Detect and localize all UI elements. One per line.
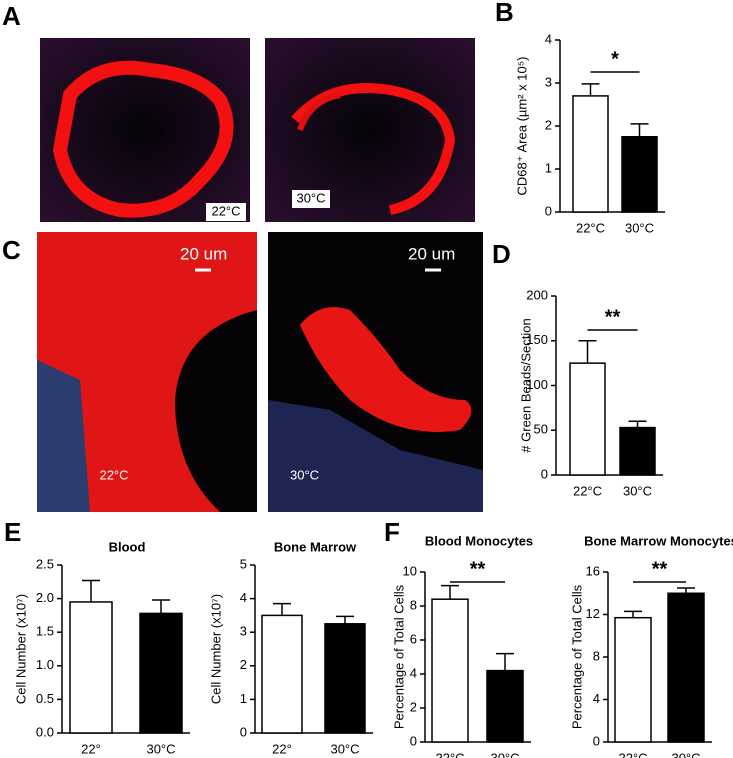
y-tick-label: 200: [526, 287, 548, 302]
x-tick-label: 22°C: [576, 220, 605, 235]
y-tick-label: 8: [410, 597, 417, 612]
y-tick-label: 0: [410, 733, 417, 748]
y-tick-label: 50: [534, 422, 548, 437]
bar: [572, 95, 609, 213]
image-label: 30°C: [290, 467, 319, 482]
y-tick-label: 0: [545, 203, 552, 218]
bar: [261, 614, 303, 734]
y-axis-label: Percentage of Total Cells: [391, 584, 406, 729]
micrograph: 30°C: [265, 38, 475, 222]
y-tick-label: 4: [593, 691, 600, 706]
x-tick-label: 30°C: [330, 741, 359, 756]
y-axis-label: Cell Number (x10⁷): [13, 594, 28, 704]
y-tick-label: 4: [240, 590, 247, 605]
y-tick-label: 3: [240, 624, 247, 639]
y-tick-label: 4: [410, 665, 417, 680]
y-axis-label: Cell Number (x10⁷): [208, 594, 223, 704]
y-tick-label: 2: [410, 699, 417, 714]
significance: *: [611, 48, 619, 70]
y-tick-label: 16: [586, 563, 600, 578]
bar: [619, 426, 656, 476]
y-tick-label: 2: [240, 657, 247, 672]
significance: **: [470, 558, 486, 580]
y-tick-label: 0.0: [36, 724, 54, 739]
chart-title: Blood: [109, 539, 146, 554]
x-tick-label: 22°C: [435, 750, 464, 758]
x-tick-label: 22°: [272, 741, 292, 756]
x-tick-label: 30°C: [671, 750, 700, 758]
x-tick-label: 30°C: [623, 483, 652, 498]
bar: [324, 623, 366, 734]
chart-title: Bone Marrow Monocytes: [584, 533, 733, 548]
bar: [486, 669, 524, 743]
y-tick-label: 0: [541, 466, 548, 481]
x-tick-label: 22°C: [618, 750, 647, 758]
x-tick-label: 30°C: [490, 750, 519, 758]
micrograph: 22°C: [40, 38, 250, 222]
x-tick-label: 22°C: [573, 483, 602, 498]
y-axis-label: # Green Beads/Section: [518, 318, 533, 452]
y-tick-label: 6: [410, 631, 417, 646]
bar: [69, 601, 113, 734]
y-axis-label: Percentage of Total Cells: [569, 584, 584, 729]
y-tick-label: 1.0: [36, 657, 54, 672]
chart-title: Bone Marrow: [274, 539, 357, 554]
bar: [569, 362, 606, 476]
y-tick-label: 2: [545, 117, 552, 132]
y-tick-label: 0.5: [36, 691, 54, 706]
y-tick-label: 1.5: [36, 624, 54, 639]
image-label: 30°C: [296, 190, 325, 205]
significance: **: [605, 306, 621, 328]
panel-label: C: [2, 235, 21, 265]
y-tick-label: 1: [240, 691, 247, 706]
y-tick-label: 10: [403, 563, 417, 578]
panel-label: E: [4, 517, 21, 547]
panel-label: A: [2, 1, 21, 31]
micrograph: 22°C 20 um: [37, 232, 257, 512]
y-tick-label: 150: [526, 332, 548, 347]
y-tick-label: 5: [240, 556, 247, 571]
y-tick-label: 12: [586, 606, 600, 621]
micrograph: 30°C 20 um: [268, 232, 483, 512]
y-tick-label: 2.5: [36, 556, 54, 571]
y-tick-label: 1: [545, 160, 552, 175]
y-tick-label: 0: [593, 733, 600, 748]
panel-label: D: [492, 239, 511, 269]
y-tick-label: 100: [526, 377, 548, 392]
y-tick-label: 0: [240, 724, 247, 739]
y-tick-label: 3: [545, 74, 552, 89]
image-label: 22°C: [99, 467, 128, 482]
scale-bar-label: 20 um: [180, 244, 227, 263]
chart-title: Blood Monocytes: [425, 533, 533, 548]
bar: [667, 592, 705, 743]
bar: [431, 598, 469, 743]
image-label: 22°C: [211, 203, 240, 218]
bar: [621, 136, 658, 213]
scale-bar-label: 20 um: [408, 244, 455, 263]
panel-label: F: [384, 517, 400, 547]
y-tick-label: 8: [593, 648, 600, 663]
y-tick-label: 2.0: [36, 590, 54, 605]
bar: [614, 616, 652, 743]
significance: **: [652, 558, 668, 580]
x-tick-label: 30°C: [625, 220, 654, 235]
x-tick-label: 30°C: [146, 741, 175, 756]
bar: [139, 612, 183, 734]
y-tick-label: 4: [545, 31, 552, 46]
panel-label: B: [495, 0, 514, 27]
y-axis-label: CD68⁺ Area (µm² x 10⁵): [514, 57, 529, 196]
x-tick-label: 22°: [81, 741, 101, 756]
